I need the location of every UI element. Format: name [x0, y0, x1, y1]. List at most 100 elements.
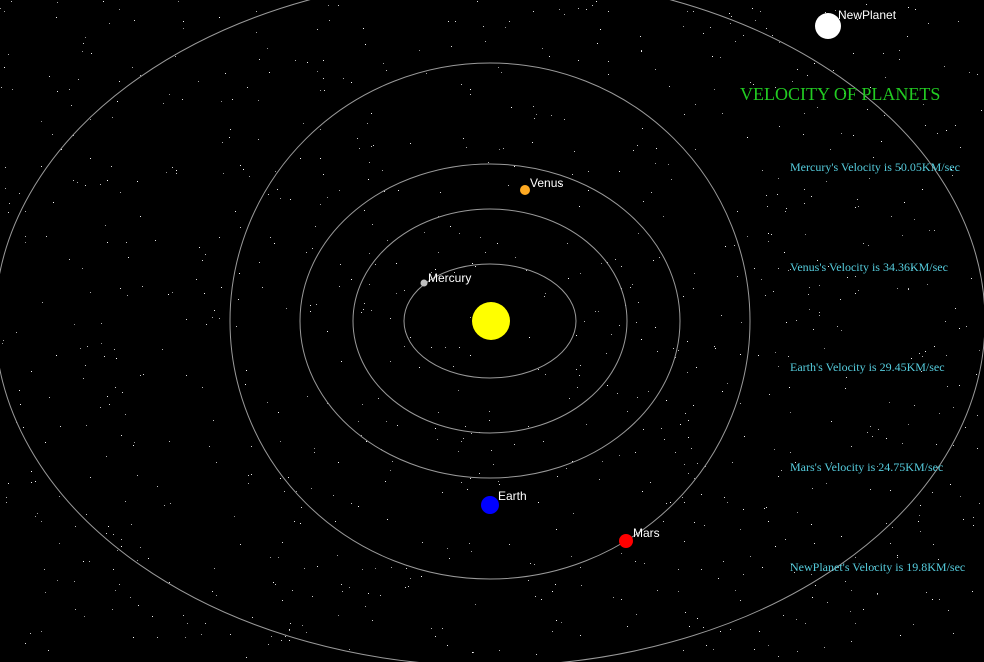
star — [768, 645, 769, 646]
star — [632, 284, 633, 285]
star — [49, 76, 50, 77]
star — [669, 86, 670, 87]
star — [650, 482, 651, 483]
star — [240, 165, 241, 166]
star — [113, 569, 114, 570]
planet-venus[interactable] — [520, 185, 530, 195]
star — [797, 651, 798, 652]
star — [396, 293, 397, 294]
star — [134, 442, 135, 443]
star — [831, 421, 832, 422]
star — [410, 578, 411, 579]
star — [130, 597, 131, 598]
star — [819, 312, 820, 313]
star — [359, 148, 360, 149]
star — [946, 355, 947, 356]
star — [807, 75, 808, 76]
star — [883, 53, 884, 54]
star — [357, 138, 358, 139]
star — [74, 324, 75, 325]
star — [351, 503, 352, 504]
star — [349, 649, 350, 650]
star — [375, 264, 376, 265]
star — [627, 626, 628, 627]
star — [608, 11, 609, 12]
star — [878, 429, 879, 430]
star — [900, 168, 901, 169]
star — [166, 172, 167, 173]
planet-mercury[interactable] — [420, 279, 428, 287]
star — [258, 139, 259, 140]
star — [320, 90, 321, 91]
star — [918, 521, 919, 522]
star — [817, 107, 818, 108]
star — [955, 308, 956, 309]
star — [846, 377, 847, 378]
star — [670, 502, 671, 503]
star — [730, 23, 731, 24]
star — [811, 196, 812, 197]
star — [1, 87, 2, 88]
star — [815, 585, 816, 586]
star — [611, 334, 612, 335]
star — [661, 428, 662, 429]
star — [280, 478, 281, 479]
planet-newplanet[interactable] — [815, 13, 841, 39]
star — [378, 398, 379, 399]
star — [851, 641, 852, 642]
star — [673, 348, 674, 349]
star — [863, 243, 864, 244]
star — [560, 184, 561, 185]
star — [754, 649, 755, 650]
star — [637, 397, 638, 398]
star — [867, 432, 868, 433]
label-mercury: Mercury — [428, 271, 471, 285]
star — [461, 482, 462, 483]
star — [944, 66, 945, 67]
star — [176, 173, 177, 174]
star — [41, 631, 42, 632]
star — [0, 8, 1, 9]
star — [976, 374, 977, 375]
star — [688, 420, 689, 421]
star — [503, 148, 504, 149]
planet-earth[interactable] — [481, 496, 499, 514]
star — [424, 232, 425, 233]
star — [666, 503, 667, 504]
star — [339, 190, 340, 191]
star — [85, 185, 86, 186]
star — [790, 269, 791, 270]
star — [766, 28, 767, 29]
star — [812, 488, 813, 489]
star — [549, 56, 550, 57]
star — [448, 21, 449, 22]
star — [857, 199, 858, 200]
star — [778, 656, 779, 657]
label-newplanet: NewPlanet — [838, 8, 897, 22]
star — [57, 580, 58, 581]
star — [601, 263, 602, 264]
star — [914, 405, 915, 406]
star — [100, 184, 101, 185]
star — [367, 123, 368, 124]
planet-mars[interactable] — [619, 534, 633, 548]
star — [459, 233, 460, 234]
star — [41, 121, 42, 122]
star — [740, 354, 741, 355]
star — [493, 464, 494, 465]
star — [886, 438, 887, 439]
star — [755, 20, 756, 21]
star — [687, 341, 688, 342]
star — [341, 361, 342, 362]
star — [659, 257, 660, 258]
label-earth: Earth — [498, 489, 527, 503]
velocity-mercury: Mercury's Velocity is 50.05KM/sec — [790, 160, 960, 174]
star — [915, 9, 916, 10]
star — [797, 69, 798, 70]
star — [212, 317, 213, 318]
star — [491, 450, 492, 451]
star — [214, 568, 215, 569]
star — [125, 501, 126, 502]
star — [684, 464, 685, 465]
star — [120, 288, 121, 289]
